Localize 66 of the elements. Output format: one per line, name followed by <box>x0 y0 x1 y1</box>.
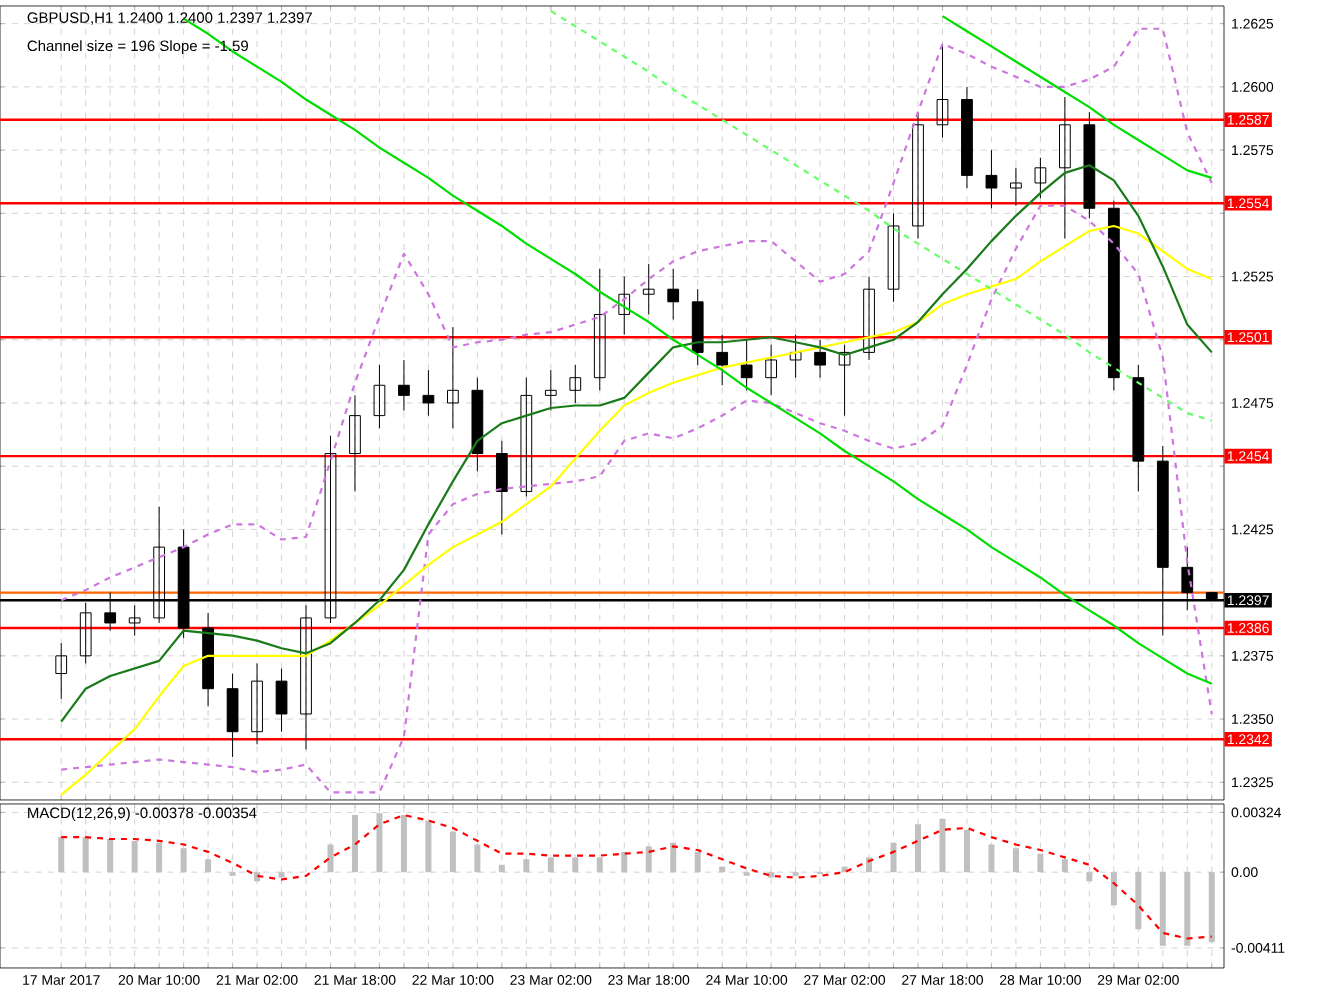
bar <box>1061 859 1068 873</box>
bar <box>107 838 114 873</box>
bar <box>131 840 138 873</box>
bar <box>474 844 481 873</box>
bar <box>670 842 677 873</box>
bar <box>498 864 505 873</box>
bar <box>694 851 701 873</box>
bar <box>768 872 775 878</box>
bar <box>523 859 530 873</box>
candlestick <box>275 667 288 733</box>
candlestick <box>398 359 410 412</box>
bar <box>939 818 946 873</box>
bar <box>82 837 89 873</box>
candlestick <box>300 604 312 750</box>
bar <box>719 866 726 873</box>
candlestick <box>495 440 508 535</box>
candlestick <box>447 326 459 429</box>
candlestick <box>887 212 900 303</box>
candlestick <box>349 394 361 492</box>
candlestick <box>863 276 875 361</box>
bar <box>621 851 628 873</box>
candlestick <box>520 377 533 498</box>
bar <box>988 844 995 873</box>
candlestick <box>226 673 239 758</box>
bar <box>596 857 603 873</box>
bar <box>1110 872 1117 906</box>
candlestick <box>667 268 680 321</box>
candlestick <box>789 334 802 379</box>
bar <box>572 857 579 873</box>
candlestick <box>740 339 753 391</box>
candlestick <box>985 149 998 209</box>
bar <box>205 859 212 873</box>
bar <box>963 829 970 873</box>
candlestick <box>373 364 386 429</box>
bar <box>547 857 554 873</box>
candlestick <box>716 334 729 386</box>
candlestick <box>618 276 631 336</box>
candlestick <box>128 604 141 637</box>
candlestick <box>544 369 557 412</box>
bar <box>327 844 334 873</box>
bar <box>180 848 187 873</box>
bar <box>915 824 922 873</box>
candlestick <box>912 111 924 240</box>
bar <box>449 831 456 873</box>
candlestick <box>642 263 655 315</box>
candlestick <box>422 369 435 417</box>
candlestick <box>1059 96 1071 240</box>
candlestick <box>1010 167 1022 207</box>
candlestick <box>569 364 582 404</box>
candlestick <box>765 344 778 396</box>
bar <box>425 820 432 873</box>
bar <box>1086 872 1093 882</box>
bar <box>1012 848 1019 873</box>
candlestick <box>936 43 949 138</box>
bar <box>645 846 652 873</box>
bar <box>278 872 285 878</box>
candlestick <box>251 662 263 745</box>
bar <box>156 842 163 873</box>
bar <box>1135 872 1142 930</box>
candlestick <box>814 339 826 379</box>
candlestick <box>55 642 68 700</box>
bar <box>890 842 897 873</box>
bar <box>1037 853 1044 873</box>
candlestick <box>1034 157 1047 199</box>
candlestick <box>838 344 851 417</box>
candlestick <box>593 268 606 391</box>
